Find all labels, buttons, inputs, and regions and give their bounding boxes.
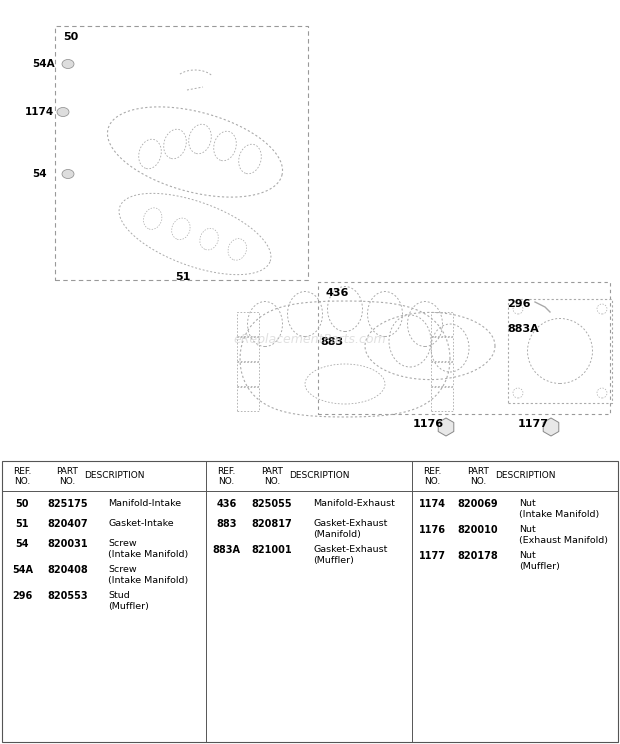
Text: 820553: 820553: [47, 591, 87, 601]
Text: 820031: 820031: [47, 539, 87, 549]
Text: 54: 54: [16, 539, 29, 549]
Text: 296: 296: [507, 299, 531, 309]
Text: Nut
(Exhaust Manifold): Nut (Exhaust Manifold): [519, 525, 608, 545]
Text: NO.: NO.: [14, 476, 30, 486]
Text: 54A: 54A: [32, 59, 55, 69]
Text: PART: PART: [56, 466, 78, 475]
Text: DESCRIPTION: DESCRIPTION: [289, 472, 350, 481]
Text: 51: 51: [16, 519, 29, 529]
Text: DESCRIPTION: DESCRIPTION: [495, 472, 556, 481]
Text: 50: 50: [63, 32, 78, 42]
Text: 820178: 820178: [458, 551, 498, 561]
Text: NO.: NO.: [218, 476, 235, 486]
Text: 54: 54: [32, 169, 46, 179]
Text: REF.: REF.: [13, 466, 32, 475]
Text: Screw
(Intake Manifold): Screw (Intake Manifold): [108, 565, 188, 585]
Text: 820069: 820069: [458, 499, 498, 509]
Text: Screw
(Intake Manifold): Screw (Intake Manifold): [108, 539, 188, 559]
Text: 821001: 821001: [252, 545, 292, 555]
Text: 820010: 820010: [458, 525, 498, 535]
Text: 883A: 883A: [213, 545, 241, 555]
Text: REF.: REF.: [218, 466, 236, 475]
Text: 883: 883: [320, 337, 343, 347]
Text: 883A: 883A: [507, 324, 539, 334]
Text: 54A: 54A: [12, 565, 33, 575]
Text: REF.: REF.: [423, 466, 442, 475]
Text: Nut
(Intake Manifold): Nut (Intake Manifold): [519, 499, 600, 519]
Text: Nut
(Muffler): Nut (Muffler): [519, 551, 560, 571]
Text: 436: 436: [216, 499, 237, 509]
Text: Gasket-Exhaust
(Manifold): Gasket-Exhaust (Manifold): [313, 519, 388, 539]
Text: Stud
(Muffler): Stud (Muffler): [108, 591, 149, 611]
Text: 436: 436: [326, 288, 350, 298]
Ellipse shape: [62, 60, 74, 68]
Text: 1176: 1176: [419, 525, 446, 535]
Bar: [55, 26, 308, 280]
Text: 1174: 1174: [25, 107, 55, 117]
Bar: [2, 461, 618, 742]
Text: 820407: 820407: [47, 519, 87, 529]
Text: PART: PART: [261, 466, 283, 475]
Text: 1177: 1177: [518, 419, 549, 429]
Text: 296: 296: [12, 591, 32, 601]
Text: DESCRIPTION: DESCRIPTION: [84, 472, 144, 481]
Text: Gasket-Exhaust
(Muffler): Gasket-Exhaust (Muffler): [313, 545, 388, 565]
Bar: [318, 282, 610, 414]
Text: NO.: NO.: [59, 476, 76, 486]
Text: 50: 50: [16, 499, 29, 509]
Text: NO.: NO.: [264, 476, 280, 486]
Text: 1174: 1174: [419, 499, 446, 509]
Ellipse shape: [57, 107, 69, 117]
Text: 825175: 825175: [47, 499, 87, 509]
Ellipse shape: [62, 170, 74, 179]
Text: Gasket-Intake: Gasket-Intake: [108, 519, 174, 528]
Text: eReplacementParts.com: eReplacementParts.com: [234, 333, 386, 345]
Text: 51: 51: [175, 272, 190, 282]
Text: NO.: NO.: [425, 476, 441, 486]
Text: 1176: 1176: [412, 419, 443, 429]
Text: Manifold-Intake: Manifold-Intake: [108, 499, 181, 508]
Text: 820817: 820817: [252, 519, 292, 529]
Text: 825055: 825055: [252, 499, 292, 509]
Text: 883: 883: [216, 519, 237, 529]
Text: 820408: 820408: [47, 565, 87, 575]
Text: Manifold-Exhaust: Manifold-Exhaust: [313, 499, 395, 508]
Text: 1177: 1177: [419, 551, 446, 561]
Text: PART: PART: [467, 466, 489, 475]
Text: NO.: NO.: [470, 476, 486, 486]
